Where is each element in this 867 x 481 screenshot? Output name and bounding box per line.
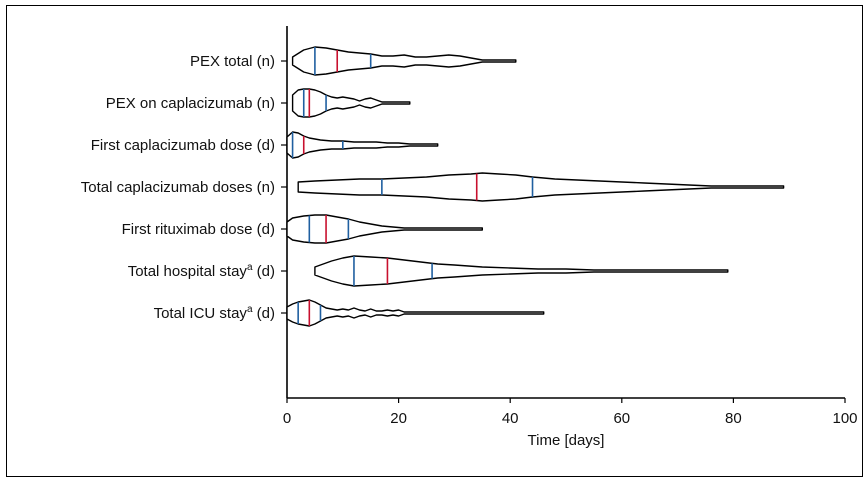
- category-label: PEX total (n): [190, 53, 275, 70]
- violins-group: [286, 46, 785, 327]
- x-axis-label: Time [days]: [528, 432, 605, 449]
- x-tick-label: 100: [832, 410, 857, 427]
- x-tick-label: 0: [283, 410, 291, 427]
- x-tick-label: 60: [613, 410, 630, 427]
- x-tick-label: 40: [502, 410, 519, 427]
- violin-shape: [286, 214, 483, 244]
- violin-shape: [286, 299, 545, 327]
- violin-shape: [314, 255, 729, 287]
- category-labels-group: PEX total (n) PEX on caplacizumab (n) Firs…: [81, 53, 275, 322]
- category-label: PEX on caplacizumab (n): [106, 95, 275, 112]
- axes-group: 0 20 40 60 80 100: [281, 26, 858, 427]
- x-tick-label: 80: [725, 410, 742, 427]
- violin-shape: [291, 88, 411, 118]
- violin-shape: [291, 46, 517, 76]
- violin-shape: [297, 172, 785, 202]
- category-label: Total ICU staya (d): [154, 304, 275, 322]
- category-label: First caplacizumab dose (d): [91, 137, 275, 154]
- x-tick-label: 20: [390, 410, 407, 427]
- category-label: Total hospital staya (d): [128, 262, 275, 280]
- violin-shape: [286, 131, 439, 159]
- category-label: Total caplacizumab doses (n): [81, 179, 275, 196]
- category-label: First rituximab dose (d): [122, 221, 275, 238]
